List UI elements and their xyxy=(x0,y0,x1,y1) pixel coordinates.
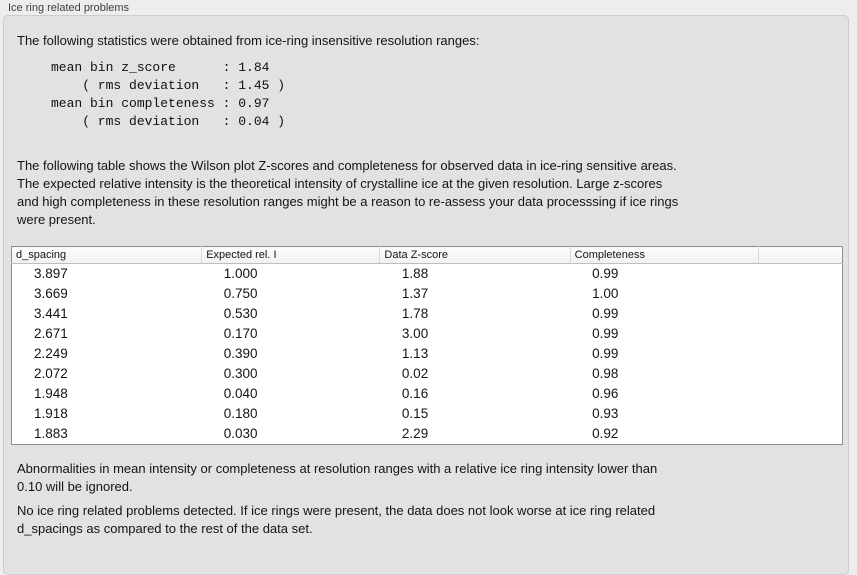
table-cell: 0.02 xyxy=(401,366,429,381)
table-cell: 2.671 xyxy=(34,326,68,341)
table-cell xyxy=(758,284,842,304)
table-cell: 1.948 xyxy=(34,386,68,401)
table-cell: 0.390 xyxy=(223,346,258,361)
column-header-empty xyxy=(758,246,843,264)
table-cell: 0.99 xyxy=(592,346,619,361)
table-cell: 0.16 xyxy=(401,386,429,401)
table-header-row: d_spacing Expected rel. I Data Z-score C… xyxy=(11,246,843,264)
table-row[interactable]: 2.072 0.300 0.02 0.98 xyxy=(12,364,843,384)
table-cell: 0.93 xyxy=(592,406,619,421)
table-row[interactable]: 3.441 0.530 1.78 0.99 xyxy=(12,304,843,324)
ice-table-container: d_spacing Expected rel. I Data Z-score C… xyxy=(11,246,843,445)
table-cell: 1.883 xyxy=(34,426,68,441)
table-cell: 0.170 xyxy=(223,326,258,341)
table-cell: 2.29 xyxy=(401,426,429,441)
table-row[interactable]: 3.897 1.000 1.88 0.99 xyxy=(12,264,843,285)
table-cell: 0.530 xyxy=(223,306,258,321)
table-cell: 1.13 xyxy=(401,346,429,361)
table-cell: 2.072 xyxy=(34,366,68,381)
table-cell: 0.98 xyxy=(592,366,619,381)
note-ignore-threshold: Abnormalities in mean intensity or compl… xyxy=(17,461,658,494)
panel-title: Ice ring related problems xyxy=(8,2,130,14)
table-row[interactable]: 3.669 0.750 1.37 1.00 xyxy=(12,284,843,304)
table-row[interactable]: 1.948 0.040 0.16 0.96 xyxy=(12,384,843,404)
table-cell xyxy=(758,324,842,344)
table-row[interactable]: 2.249 0.390 1.13 0.99 xyxy=(12,344,843,364)
table-cell: 3.897 xyxy=(34,266,68,281)
table-cell xyxy=(758,404,842,424)
stats-block: mean bin z_score : 1.84 ( rms deviation … xyxy=(51,60,286,129)
table-cell: 1.000 xyxy=(223,266,258,281)
table-row[interactable]: 1.918 0.180 0.15 0.93 xyxy=(12,404,843,424)
table-cell xyxy=(758,364,842,384)
table-cell: 3.00 xyxy=(401,326,429,341)
table-cell: 1.37 xyxy=(401,286,429,301)
table-cell xyxy=(758,424,842,445)
column-header-completeness: Completeness xyxy=(570,246,759,264)
table-cell xyxy=(758,384,842,404)
table-cell: 0.030 xyxy=(223,426,258,441)
table-cell: 0.180 xyxy=(223,406,258,421)
table-cell xyxy=(758,304,842,324)
table-row[interactable]: 2.671 0.170 3.00 0.99 xyxy=(12,324,843,344)
column-header-data-z-score: Data Z-score xyxy=(379,246,571,264)
column-header-expected-rel-i: Expected rel. I xyxy=(201,246,381,264)
table-cell: 1.00 xyxy=(592,286,619,301)
table-cell: 0.99 xyxy=(592,266,619,281)
intro-text: The following statistics were obtained f… xyxy=(17,33,480,48)
table-cell: 0.040 xyxy=(223,386,258,401)
ice-table-body: 3.897 1.000 1.88 0.99 3.669 0.750 1.37 1.00 3.44… xyxy=(12,264,843,445)
table-cell: 2.249 xyxy=(34,346,68,361)
ice-ring-group-box: The following statistics were obtained f… xyxy=(3,15,849,575)
table-cell: 0.300 xyxy=(223,366,258,381)
table-cell: 0.99 xyxy=(592,306,619,321)
table-cell xyxy=(758,344,842,364)
note-result: No ice ring related problems detected. I… xyxy=(17,503,656,536)
table-cell: 0.99 xyxy=(592,326,619,341)
ice-ring-table: d_spacing Expected rel. I Data Z-score C… xyxy=(11,246,843,445)
table-cell: 3.669 xyxy=(34,286,68,301)
column-header-d-spacing: d_spacing xyxy=(11,246,203,264)
table-cell xyxy=(758,264,842,285)
table-cell: 0.15 xyxy=(401,406,429,421)
table-row[interactable]: 1.883 0.030 2.29 0.92 xyxy=(12,424,843,445)
table-cell: 0.96 xyxy=(592,386,619,401)
table-cell: 1.918 xyxy=(34,406,68,421)
table-cell: 3.441 xyxy=(34,306,68,321)
table-cell: 1.88 xyxy=(401,266,429,281)
table-description: The following table shows the Wilson plo… xyxy=(17,158,679,227)
table-cell: 0.92 xyxy=(592,426,619,441)
table-cell: 0.750 xyxy=(223,286,258,301)
table-cell: 1.78 xyxy=(401,306,429,321)
